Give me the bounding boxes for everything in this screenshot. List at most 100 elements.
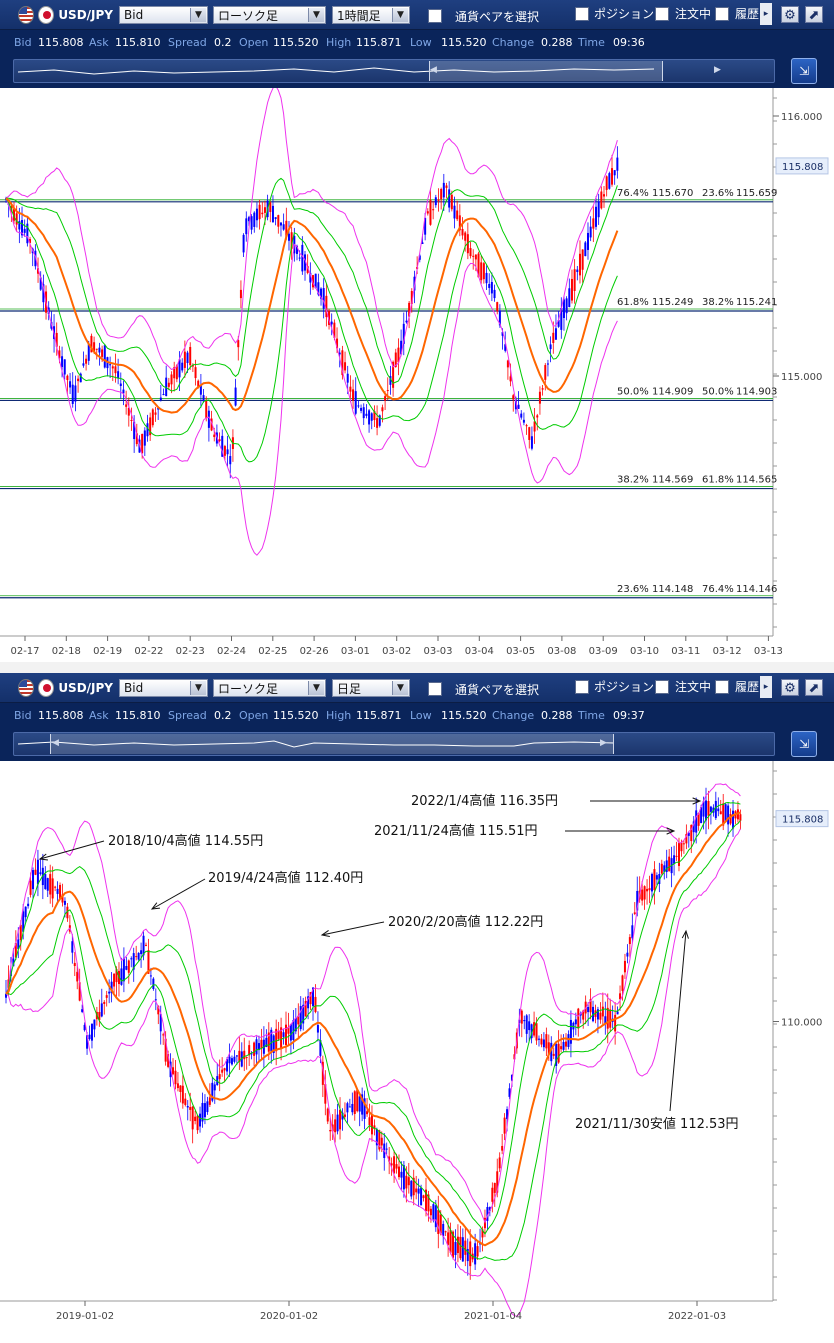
gear-icon[interactable]: ⚙ xyxy=(781,6,799,23)
candle-body xyxy=(101,349,104,357)
price-type-select[interactable]: Bid ▼ xyxy=(119,6,208,24)
orders-checkbox[interactable] xyxy=(655,680,669,694)
toolbar-menu-toggle[interactable]: ▸ xyxy=(760,3,772,25)
annotation-arrowhead xyxy=(666,827,676,835)
range-navigator[interactable]: ◀ ▶ xyxy=(13,59,775,83)
candle-body xyxy=(186,352,189,364)
navigator-left-arrow[interactable]: ◀ xyxy=(430,65,437,75)
expand-icon[interactable]: ⬈ xyxy=(805,6,823,23)
price-chart-daily[interactable]: 110.000 2019-01-02 2020-01-02 2021-01-04 202… xyxy=(0,761,834,1343)
candle-body xyxy=(277,1030,280,1039)
candle-body xyxy=(606,1007,609,1029)
history-checkbox[interactable] xyxy=(715,7,729,21)
candle-body xyxy=(510,1074,513,1081)
candle-body xyxy=(239,289,242,299)
candle-body xyxy=(263,207,266,213)
candle-body xyxy=(218,439,221,442)
jp-flag-icon xyxy=(38,678,55,697)
candle-body xyxy=(132,953,135,970)
timeframe-select[interactable]: 1時間足 ▼ xyxy=(332,6,410,24)
zoom-icon[interactable]: ⇲ xyxy=(791,58,817,84)
candle-body xyxy=(437,199,440,201)
orders-label: 注文中 xyxy=(675,680,712,694)
candle-body xyxy=(353,1091,356,1115)
currency-pair-label: USD/JPY xyxy=(58,7,113,22)
currency-pair-button[interactable]: USD/JPY xyxy=(18,5,113,24)
spread-label: Spread xyxy=(168,36,207,49)
chart-type-select[interactable]: ローソク足 ▼ xyxy=(213,6,326,24)
candle-body xyxy=(257,1043,260,1051)
candle-body xyxy=(386,390,389,392)
candle-body xyxy=(448,189,451,208)
navigator-right-arrow[interactable]: ▶ xyxy=(714,65,721,75)
candle-body xyxy=(275,1028,278,1052)
candle-body xyxy=(229,456,232,465)
chart-type-select[interactable]: ローソク足 ▼ xyxy=(213,679,326,697)
bollinger-upper-1sigma xyxy=(6,177,618,392)
price-type-select[interactable]: Bid ▼ xyxy=(119,679,208,697)
x-tick-label: 2021-01-04 xyxy=(464,1311,522,1322)
history-checkbox[interactable] xyxy=(715,680,729,694)
currency-pair-button[interactable]: USD/JPY xyxy=(18,678,113,697)
candle-body xyxy=(267,1032,270,1052)
candle-body xyxy=(157,407,160,410)
candle-body xyxy=(421,242,424,245)
pair-select-checkbox[interactable] xyxy=(428,9,442,23)
candle-body xyxy=(434,197,437,206)
jp-flag-icon xyxy=(38,5,55,24)
candle-body xyxy=(289,1024,292,1041)
candle-body xyxy=(660,863,663,874)
annotation-arrow xyxy=(39,840,105,860)
candle-body xyxy=(63,359,66,375)
positions-checkbox[interactable] xyxy=(575,680,589,694)
candle-body xyxy=(611,168,614,185)
candle-body xyxy=(247,217,250,222)
candle-body xyxy=(456,210,459,220)
expand-icon[interactable]: ⬈ xyxy=(805,679,823,696)
x-tick-label: 03-12 xyxy=(713,646,742,657)
navigator-left-arrow[interactable]: ◀ xyxy=(52,738,59,748)
toolbar-menu-toggle[interactable]: ▸ xyxy=(760,676,772,698)
candle-body xyxy=(143,430,146,446)
positions-checkbox[interactable] xyxy=(575,7,589,21)
navigator-selection[interactable] xyxy=(429,61,663,81)
candle-body xyxy=(445,185,448,188)
candle-body xyxy=(520,413,523,418)
candle-body xyxy=(565,1041,568,1047)
bollinger-upper-1sigma xyxy=(5,801,741,1235)
x-tick-label: 03-08 xyxy=(547,646,576,657)
candle-body xyxy=(258,204,261,220)
candle-body xyxy=(557,1043,560,1063)
candle-body xyxy=(646,888,649,892)
candle-body xyxy=(329,1129,332,1132)
candle-body xyxy=(108,991,111,994)
navigator-right-arrow[interactable]: ▶ xyxy=(600,738,607,748)
pair-select-checkbox[interactable] xyxy=(428,682,442,696)
candle-body xyxy=(260,1039,263,1049)
x-tick-label: 02-25 xyxy=(258,646,287,657)
navigator-selection[interactable] xyxy=(50,734,614,754)
candle-body xyxy=(402,1165,405,1190)
gear-icon[interactable]: ⚙ xyxy=(781,679,799,696)
orders-checkbox[interactable] xyxy=(655,7,669,21)
candle-body xyxy=(298,257,301,259)
candle-body xyxy=(213,1084,216,1091)
bid-value: 115.808 xyxy=(38,709,84,722)
candle-body xyxy=(677,842,680,866)
timeframe-value: 日足 xyxy=(337,681,362,696)
candle-body xyxy=(297,1015,300,1025)
candle-body xyxy=(299,1006,302,1030)
range-navigator[interactable]: ◀ ▶ xyxy=(13,732,775,756)
candle-body xyxy=(600,191,603,209)
candle-body xyxy=(24,906,27,918)
candle-body xyxy=(357,405,360,407)
candle-body xyxy=(111,366,114,369)
timeframe-select[interactable]: 日足 ▼ xyxy=(332,679,410,697)
candle-body xyxy=(100,1003,103,1017)
pair-select-label: 通貨ペアを選択 xyxy=(455,10,540,24)
candle-body xyxy=(19,924,22,940)
candle-body xyxy=(312,987,315,1007)
zoom-icon[interactable]: ⇲ xyxy=(791,731,817,757)
candle-body xyxy=(429,199,432,225)
